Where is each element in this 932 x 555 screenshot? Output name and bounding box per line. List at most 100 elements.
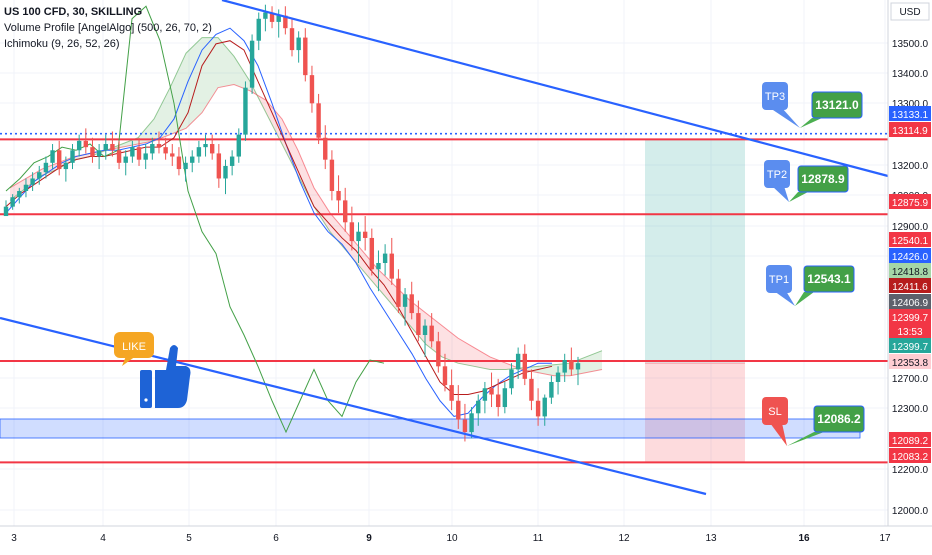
candle-body	[209, 144, 215, 154]
price-tag-label: 12418.8	[892, 267, 929, 278]
candle-body	[296, 37, 301, 51]
tag-box	[762, 82, 788, 110]
y-tick-label: 12300.0	[892, 404, 929, 415]
symbol-title[interactable]: US 100 CFD, 30, SKILLING	[4, 6, 143, 18]
candle-body	[402, 294, 408, 307]
candle-body	[150, 144, 155, 154]
candle-body	[196, 147, 202, 157]
x-tick-label: 13	[705, 533, 717, 544]
candle-body	[343, 200, 348, 223]
cloud-segment	[266, 100, 282, 145]
candle-body	[70, 150, 75, 163]
price-tag-label: 13133.1	[892, 110, 929, 121]
target-value: 13121.0	[815, 98, 859, 112]
price-tag	[889, 338, 931, 353]
indicator-volume-profile[interactable]: Volume Profile [AngelAlgo] (500, 26, 70,…	[4, 22, 212, 34]
price-tag	[889, 248, 931, 263]
candle-body	[509, 369, 514, 389]
y-tick-label: 12000.0	[892, 506, 929, 517]
candle-body	[249, 40, 255, 88]
candle-body	[83, 140, 89, 148]
upper-trendline	[221, 0, 889, 178]
like-bubble-tail	[122, 356, 136, 366]
target-tag: TP1	[769, 274, 789, 286]
candle-body	[323, 137, 328, 160]
demand-zone	[0, 418, 861, 439]
candle-body	[529, 378, 534, 401]
tag-pointer	[774, 291, 795, 306]
base-line	[5, 40, 553, 395]
cloud-segment	[202, 37, 218, 113]
candle-body	[376, 263, 381, 270]
target-value: 12543.1	[807, 272, 851, 286]
target-value: 12878.9	[801, 172, 845, 186]
target-value: 12086.2	[817, 412, 861, 426]
cloud-segment	[330, 212, 346, 251]
price-tag-label: 12540.1	[892, 236, 929, 247]
candle-body	[515, 353, 521, 370]
price-tag	[889, 354, 931, 369]
candle-body	[316, 103, 321, 138]
chart-legend: US 100 CFD, 30, SKILLING Volume Profile …	[4, 4, 212, 52]
candle-body	[256, 18, 261, 41]
candle-body	[223, 165, 228, 179]
cloud-segment	[138, 118, 154, 145]
y-tick-label: 13200.0	[892, 161, 929, 172]
candle-body	[263, 12, 268, 19]
candle-body	[10, 197, 15, 207]
candle-body	[23, 184, 29, 191]
cloud-segment	[298, 150, 314, 207]
value-pointer	[795, 292, 814, 306]
candle-body	[276, 15, 281, 22]
value-pointer	[787, 432, 824, 446]
candle-body	[50, 150, 55, 163]
value-box	[811, 91, 863, 119]
leading-span-a	[9, 37, 603, 370]
like-sticker: LIKE	[114, 332, 191, 408]
price-tag-label: 12411.6	[892, 282, 928, 293]
target-tag: SL	[768, 406, 781, 418]
indicator-ichimoku[interactable]: Ichimoku (9, 26, 52, 26)	[4, 38, 120, 50]
price-tag	[889, 432, 931, 447]
candle-body	[143, 153, 148, 160]
value-pointer	[789, 192, 808, 202]
candle-body	[495, 394, 501, 408]
profit-zone	[645, 139, 745, 364]
x-tick-label: 17	[879, 533, 891, 544]
x-tick-label: 11	[533, 533, 544, 544]
cloud-segment	[474, 347, 490, 370]
candle-body	[535, 400, 541, 417]
price-tag	[889, 278, 931, 293]
tag-pointer	[770, 423, 787, 446]
y-tick-label: 13500.0	[892, 39, 929, 50]
candle-body	[476, 400, 481, 414]
target-callout-tp3: 13121.0 TP3	[762, 82, 863, 128]
candle-body	[555, 372, 561, 382]
x-tick-label: 10	[446, 533, 458, 544]
target-tag: TP2	[767, 169, 787, 181]
x-tick-label: 3	[11, 533, 17, 544]
candle-body	[369, 237, 375, 270]
candle-body	[436, 341, 441, 367]
target-callout-tp2: 12878.9 TP2	[764, 160, 849, 202]
value-box	[803, 265, 855, 293]
candle-body	[103, 144, 108, 151]
target-tag: TP3	[765, 91, 785, 103]
candle-body	[76, 140, 82, 151]
candle-body	[362, 231, 368, 238]
candle-body	[243, 87, 248, 135]
y-tick-label: 12200.0	[892, 465, 929, 476]
candle-body	[329, 159, 335, 191]
price-tag	[889, 122, 931, 137]
candle-body	[123, 156, 128, 163]
candle-body	[116, 150, 122, 163]
candle-body	[456, 400, 461, 420]
price-tag-label: 12399.7	[892, 313, 929, 324]
candle-body	[130, 147, 135, 157]
candle-body	[96, 150, 102, 157]
candle-body	[236, 134, 241, 157]
x-tick-label: 6	[273, 533, 279, 544]
candle-body	[90, 147, 95, 157]
